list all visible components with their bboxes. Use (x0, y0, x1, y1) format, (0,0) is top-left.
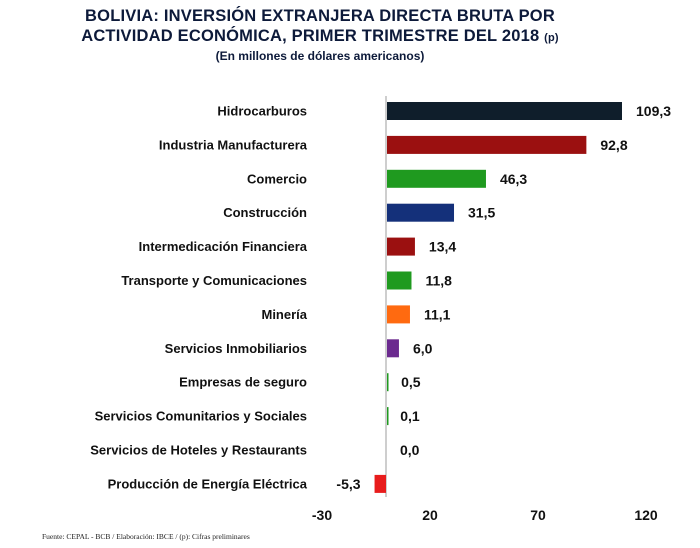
data-label: 92,8 (600, 137, 627, 153)
category-label: Comercio (247, 171, 307, 186)
category-label: Servicios Inmobiliarios (165, 341, 307, 356)
category-label: Empresas de seguro (179, 375, 307, 390)
bar (387, 237, 415, 256)
category-label: Industria Manufacturera (159, 137, 308, 152)
chart-title-line-1: BOLIVIA: INVERSIÓN EXTRANJERA DIRECTA BR… (85, 7, 555, 25)
category-label: Construcción (223, 205, 307, 220)
category-label: Intermedicación Financiera (139, 239, 308, 254)
source-note: Fuente: CEPAL - BCB / Elaboración: IBCE … (42, 532, 250, 541)
data-label: 6,0 (413, 340, 433, 356)
category-label: Transporte y Comunicaciones (121, 273, 307, 288)
bar (387, 305, 410, 324)
data-label: 46,3 (500, 171, 527, 187)
data-label: 11,8 (425, 273, 452, 289)
bar (387, 102, 622, 120)
category-label: Hidrocarburos (217, 104, 307, 119)
category-label: Servicios de Hoteles y Restaurants (90, 443, 307, 458)
data-label: 109,3 (636, 103, 671, 119)
bar (374, 474, 386, 493)
data-label: 31,5 (468, 205, 495, 221)
chart-subtitle: (En millones de dólares americanos) (215, 49, 425, 63)
data-label: 0,5 (401, 374, 421, 390)
data-label: 0,1 (400, 408, 420, 424)
category-label: Servicios Comunitarios y Sociales (95, 409, 307, 424)
chart-title-line-2: ACTIVIDAD ECONÓMICA, PRIMER TRIMESTRE DE… (0, 26, 640, 48)
x-tick-label: 20 (422, 507, 438, 523)
chart-title-block: BOLIVIA: INVERSIÓN EXTRANJERA DIRECTA BR… (0, 6, 640, 63)
bar (387, 271, 412, 290)
bar (387, 203, 455, 222)
data-label: 13,4 (429, 239, 456, 255)
bar (387, 407, 389, 426)
chart-title-line-2-text: ACTIVIDAD ECONÓMICA, PRIMER TRIMESTRE DE… (81, 27, 540, 45)
bar (387, 135, 587, 154)
data-label: 11,1 (424, 306, 451, 322)
bar (387, 373, 389, 392)
x-tick-label: -30 (312, 507, 332, 523)
category-label: Minería (261, 307, 307, 322)
data-label: 0,0 (400, 442, 420, 458)
x-tick-label: 120 (634, 507, 658, 523)
chart-title-preliminary-mark: (p) (544, 32, 559, 44)
bar (387, 339, 399, 358)
x-tick-label: 70 (530, 507, 546, 523)
data-label: -5,3 (336, 476, 360, 492)
category-label: Producción de Energía Eléctrica (108, 476, 308, 491)
bar (387, 169, 486, 188)
